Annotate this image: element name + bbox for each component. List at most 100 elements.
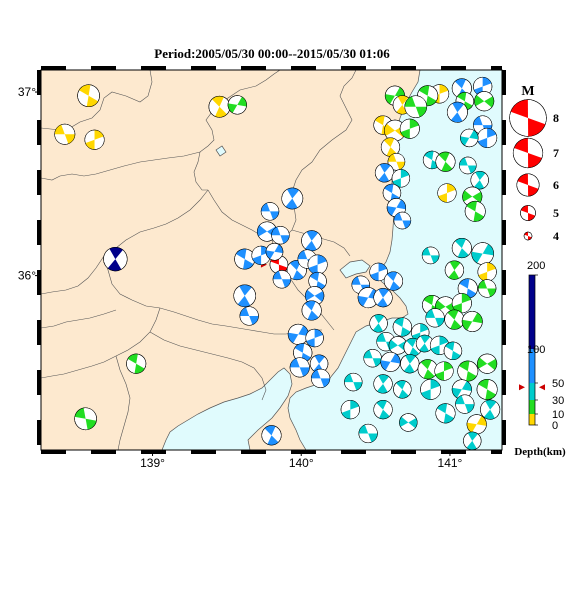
frame-tick bbox=[37, 320, 41, 345]
event-mechanism bbox=[287, 323, 309, 345]
event-mechanism bbox=[425, 308, 445, 328]
frame-tick bbox=[191, 450, 216, 454]
frame-tick bbox=[37, 220, 41, 245]
event-mechanism bbox=[251, 245, 271, 266]
event-mechanism bbox=[239, 306, 259, 326]
event-mechanism bbox=[476, 378, 498, 400]
event-mechanism bbox=[380, 351, 401, 372]
event-mechanism bbox=[393, 380, 412, 399]
event-mechanism bbox=[307, 254, 328, 275]
event-mechanism bbox=[444, 309, 465, 330]
magnitude-legend-symbol bbox=[509, 99, 547, 137]
event-mechanism bbox=[471, 242, 494, 265]
event-mechanism bbox=[451, 238, 472, 259]
frame-tick bbox=[391, 66, 416, 70]
depth-color-band bbox=[529, 414, 535, 425]
event-mechanism bbox=[399, 413, 418, 432]
frame-tick bbox=[37, 270, 41, 295]
frame-tick bbox=[502, 370, 506, 395]
frame-tick bbox=[141, 450, 166, 454]
x-tick-label: 140° bbox=[289, 456, 314, 470]
event-mechanism bbox=[393, 211, 412, 230]
frame-tick bbox=[241, 66, 266, 70]
frame-tick bbox=[491, 66, 502, 70]
event-mechanism bbox=[435, 403, 456, 424]
event-mechanism bbox=[477, 127, 498, 148]
event-mechanism bbox=[443, 341, 463, 361]
event-mechanism bbox=[415, 334, 434, 353]
event-mechanism bbox=[399, 118, 420, 139]
event-mechanism bbox=[434, 361, 454, 381]
magnitude-legend-title: M bbox=[521, 84, 534, 99]
event-mechanism bbox=[305, 328, 324, 348]
event-mechanism bbox=[446, 101, 468, 123]
frame-tick bbox=[37, 170, 41, 195]
frame-tick bbox=[341, 450, 366, 454]
magnitude-legend-label: 5 bbox=[553, 206, 559, 220]
event-mechanism bbox=[272, 270, 292, 289]
depth-tick-label: 30 bbox=[552, 395, 564, 407]
depth-color-band bbox=[529, 400, 535, 414]
frame-tick bbox=[391, 450, 416, 454]
event-mechanism bbox=[77, 84, 100, 107]
event-mechanism bbox=[369, 262, 388, 282]
event-mechanism bbox=[461, 311, 483, 332]
event-mechanism bbox=[358, 423, 378, 444]
depth-marker-left bbox=[519, 384, 525, 391]
depth-color-band bbox=[529, 349, 535, 383]
frame-tick bbox=[41, 66, 66, 70]
frame-tick bbox=[502, 220, 506, 245]
frame-tick bbox=[502, 120, 506, 145]
event-mechanism bbox=[451, 293, 472, 314]
event-mechanism bbox=[373, 374, 393, 394]
event-mechanism bbox=[417, 359, 438, 380]
event-mechanism bbox=[404, 95, 428, 118]
magnitude-legend-symbol bbox=[520, 205, 536, 221]
y-tick-label: 36° bbox=[18, 269, 36, 283]
depth-color-band bbox=[529, 275, 535, 349]
event-mechanism bbox=[474, 91, 495, 112]
frame-tick bbox=[491, 450, 502, 454]
frame-tick bbox=[241, 450, 266, 454]
magnitude-legend-label: 7 bbox=[553, 146, 559, 160]
magnitude-legend-label: 4 bbox=[553, 229, 559, 243]
event-mechanism bbox=[234, 248, 256, 270]
event-mechanism bbox=[233, 284, 257, 308]
event-mechanism bbox=[84, 129, 105, 150]
event-mechanism bbox=[460, 128, 479, 148]
event-mechanism bbox=[305, 286, 325, 306]
magnitude-legend-symbol bbox=[516, 173, 540, 197]
frame-tick bbox=[37, 420, 41, 445]
event-mechanism bbox=[301, 300, 322, 321]
depth-tick-label: 50 bbox=[552, 378, 564, 390]
event-mechanism bbox=[374, 163, 395, 183]
event-mechanism bbox=[271, 226, 290, 245]
prefecture-boundaries bbox=[41, 70, 357, 450]
depth-legend-title: Depth(km) bbox=[514, 446, 566, 458]
y-tick-label: 37° bbox=[18, 85, 36, 99]
magnitude-legend-symbol bbox=[523, 231, 533, 241]
event-mechanism bbox=[265, 242, 284, 261]
event-mechanism bbox=[451, 379, 472, 400]
lake-north bbox=[215, 145, 227, 157]
event-mechanism bbox=[126, 353, 147, 374]
frame-tick bbox=[502, 170, 506, 195]
depth-bar-outline bbox=[528, 274, 536, 426]
event-mechanism bbox=[477, 262, 497, 282]
event-mechanism bbox=[470, 170, 489, 190]
event-mechanism bbox=[420, 378, 442, 400]
event-mechanism bbox=[260, 202, 280, 221]
event-mechanism bbox=[466, 414, 487, 435]
event-mechanism bbox=[457, 360, 479, 382]
frame-tick bbox=[441, 450, 466, 454]
event-mechanism bbox=[310, 368, 331, 388]
event-mechanism bbox=[369, 314, 388, 333]
event-mechanism bbox=[455, 394, 475, 414]
frame-tick bbox=[91, 66, 116, 70]
map-border bbox=[40, 69, 503, 451]
event-mechanism bbox=[480, 399, 501, 420]
frame-tick bbox=[502, 420, 506, 445]
frame-tick bbox=[41, 450, 66, 454]
magnitude-legend: M 8 7 6 5 4 bbox=[509, 84, 559, 243]
